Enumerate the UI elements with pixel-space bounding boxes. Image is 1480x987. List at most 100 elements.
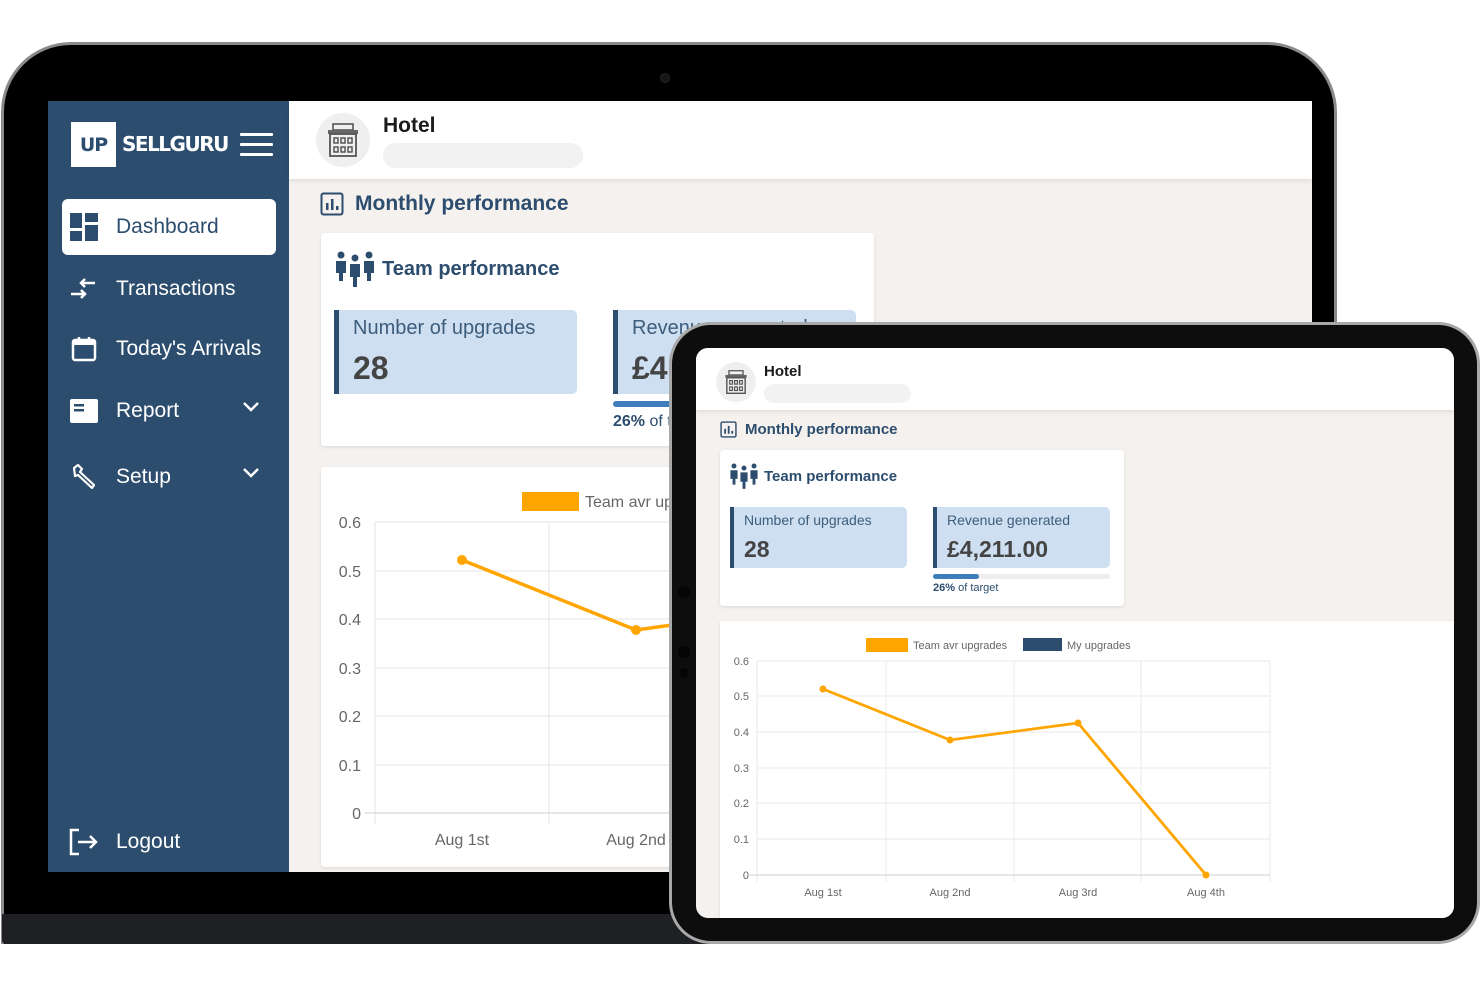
chevron-down-icon[interactable] — [242, 401, 260, 413]
data-point[interactable] — [631, 625, 641, 635]
tablet-sensor — [678, 646, 690, 658]
sidebar-item-setup[interactable]: Setup — [62, 449, 276, 505]
monthly-performance-title: Monthly performance — [745, 421, 898, 438]
y-tick: 0.3 — [734, 763, 749, 775]
hotel-subtitle-placeholder — [764, 384, 911, 403]
monthly-performance-heading: Monthly performance — [720, 421, 898, 438]
upgrades-value: 28 — [353, 350, 389, 386]
sidebar-item-label: Setup — [116, 465, 171, 488]
logo-text: SELLGURU — [122, 132, 229, 156]
x-tick: Aug 2nd — [606, 832, 666, 849]
target-progress-text: 26% of target — [933, 582, 998, 594]
logo-mark: UP — [71, 122, 116, 167]
team-people-icon — [730, 463, 758, 489]
x-tick: Aug 2nd — [930, 887, 971, 899]
sidebar-item-transactions[interactable]: Transactions — [62, 261, 276, 317]
revenue-target-progress — [933, 574, 1110, 579]
tablet-screen: Hotel Monthly performance Team performan… — [696, 348, 1454, 918]
upgrades-label: Number of upgrades — [353, 317, 536, 339]
y-tick: 0.2 — [339, 709, 361, 726]
calendar-icon — [68, 333, 100, 365]
team-performance-title: Team performance — [382, 257, 560, 280]
sidebar-item-label: Today's Arrivals — [116, 337, 262, 360]
y-tick: 0 — [352, 806, 361, 823]
data-point[interactable] — [819, 685, 827, 693]
y-tick: 0.6 — [734, 656, 749, 668]
legend-mine-label: My upgrades — [1067, 640, 1131, 652]
chevron-down-icon[interactable] — [242, 467, 260, 479]
bar-chart-icon — [320, 192, 344, 216]
y-tick: 0.1 — [734, 834, 749, 846]
legend-swatch-mine — [1023, 638, 1062, 651]
hotel-title: Hotel — [764, 363, 802, 380]
legend-swatch-team — [522, 492, 579, 511]
target-percent: 26% — [933, 582, 956, 594]
data-point[interactable] — [946, 736, 954, 744]
team-performance-heading: Team performance — [729, 461, 897, 491]
hotel-building-icon — [725, 370, 747, 395]
data-point[interactable] — [1074, 719, 1082, 727]
top-bar: Hotel — [289, 101, 1312, 179]
x-tick: Aug 4th — [1187, 887, 1225, 899]
monthly-performance-title: Monthly performance — [355, 192, 569, 215]
hotel-building-icon — [328, 123, 358, 157]
hamburger-line — [240, 153, 273, 156]
sidebar: UP SELLGURU Dashboard Transactions Today… — [48, 101, 289, 872]
y-tick: 0.3 — [339, 661, 361, 678]
y-tick: 0.1 — [339, 758, 361, 775]
y-tick: 0.5 — [339, 564, 361, 581]
hotel-avatar — [716, 362, 756, 402]
sidebar-item-label: Transactions — [116, 277, 236, 300]
revenue-stat: Revenue generated £4,211.00 — [933, 507, 1110, 568]
team-performance-heading: Team performance — [334, 249, 559, 289]
y-tick: 0.4 — [734, 727, 749, 739]
upgrades-stat: Number of upgrades 28 — [730, 507, 907, 568]
wrench-icon — [68, 461, 100, 493]
hotel-avatar — [316, 113, 370, 167]
revenue-label: Revenue generated — [947, 512, 1070, 528]
legend-team-label: Team avr upgrades — [913, 640, 1008, 652]
upgrades-label: Number of upgrades — [744, 512, 872, 528]
bar-chart-icon — [720, 421, 737, 438]
team-avg-line — [822, 687, 1208, 876]
progress-fill — [613, 401, 677, 407]
upgrades-value: 28 — [744, 536, 770, 562]
menu-toggle-button[interactable] — [240, 133, 273, 157]
x-tick: Aug 3rd — [1059, 887, 1098, 899]
team-performance-card: Team performance Number of upgrades 28 R… — [720, 450, 1124, 606]
tablet-top-bar: Hotel — [696, 348, 1454, 410]
monthly-performance-heading: Monthly performance — [320, 192, 569, 216]
transfer-arrows-icon — [68, 273, 100, 305]
sidebar-item-label: Dashboard — [116, 215, 219, 238]
upgrades-stat: Number of upgrades 28 — [334, 310, 577, 394]
target-percent: 26% — [613, 413, 646, 430]
chart-legend[interactable]: Team avr upgrades My upgrades — [866, 638, 1131, 652]
upgrades-line-chart: Team avr upgrades My upgrades 0.6 0.5 0.… — [734, 638, 1271, 899]
legend-swatch-team — [866, 638, 908, 652]
sidebar-item-label: Report — [116, 399, 180, 422]
data-point[interactable] — [1202, 871, 1210, 879]
revenue-value: £4,211.00 — [947, 536, 1049, 562]
logout-button[interactable]: Logout — [62, 814, 276, 870]
x-tick: Aug 1st — [435, 832, 490, 849]
sidebar-item-report[interactable]: Report — [62, 383, 276, 439]
x-tick: Aug 1st — [804, 887, 841, 899]
data-point[interactable] — [457, 555, 467, 565]
y-tick: 0 — [743, 870, 749, 882]
sidebar-item-dashboard[interactable]: Dashboard — [62, 199, 276, 255]
target-suffix: of target — [955, 582, 999, 594]
laptop-camera — [660, 73, 670, 83]
y-tick: 0.2 — [734, 798, 749, 810]
sidebar-item-todays-arrivals[interactable]: Today's Arrivals — [62, 321, 276, 377]
y-tick: 0.4 — [339, 612, 361, 629]
hotel-subtitle-placeholder — [383, 143, 583, 168]
hotel-title: Hotel — [383, 114, 436, 137]
upgrades-chart-card: Team avr upgrades My upgrades 0.6 0.5 0.… — [720, 621, 1454, 918]
progress-fill — [933, 574, 980, 579]
team-people-icon — [336, 251, 374, 287]
logout-icon — [68, 826, 100, 858]
y-tick: 0.5 — [734, 691, 749, 703]
hamburger-icon — [240, 133, 273, 136]
report-card-icon — [68, 395, 100, 427]
hamburger-line — [240, 143, 273, 146]
